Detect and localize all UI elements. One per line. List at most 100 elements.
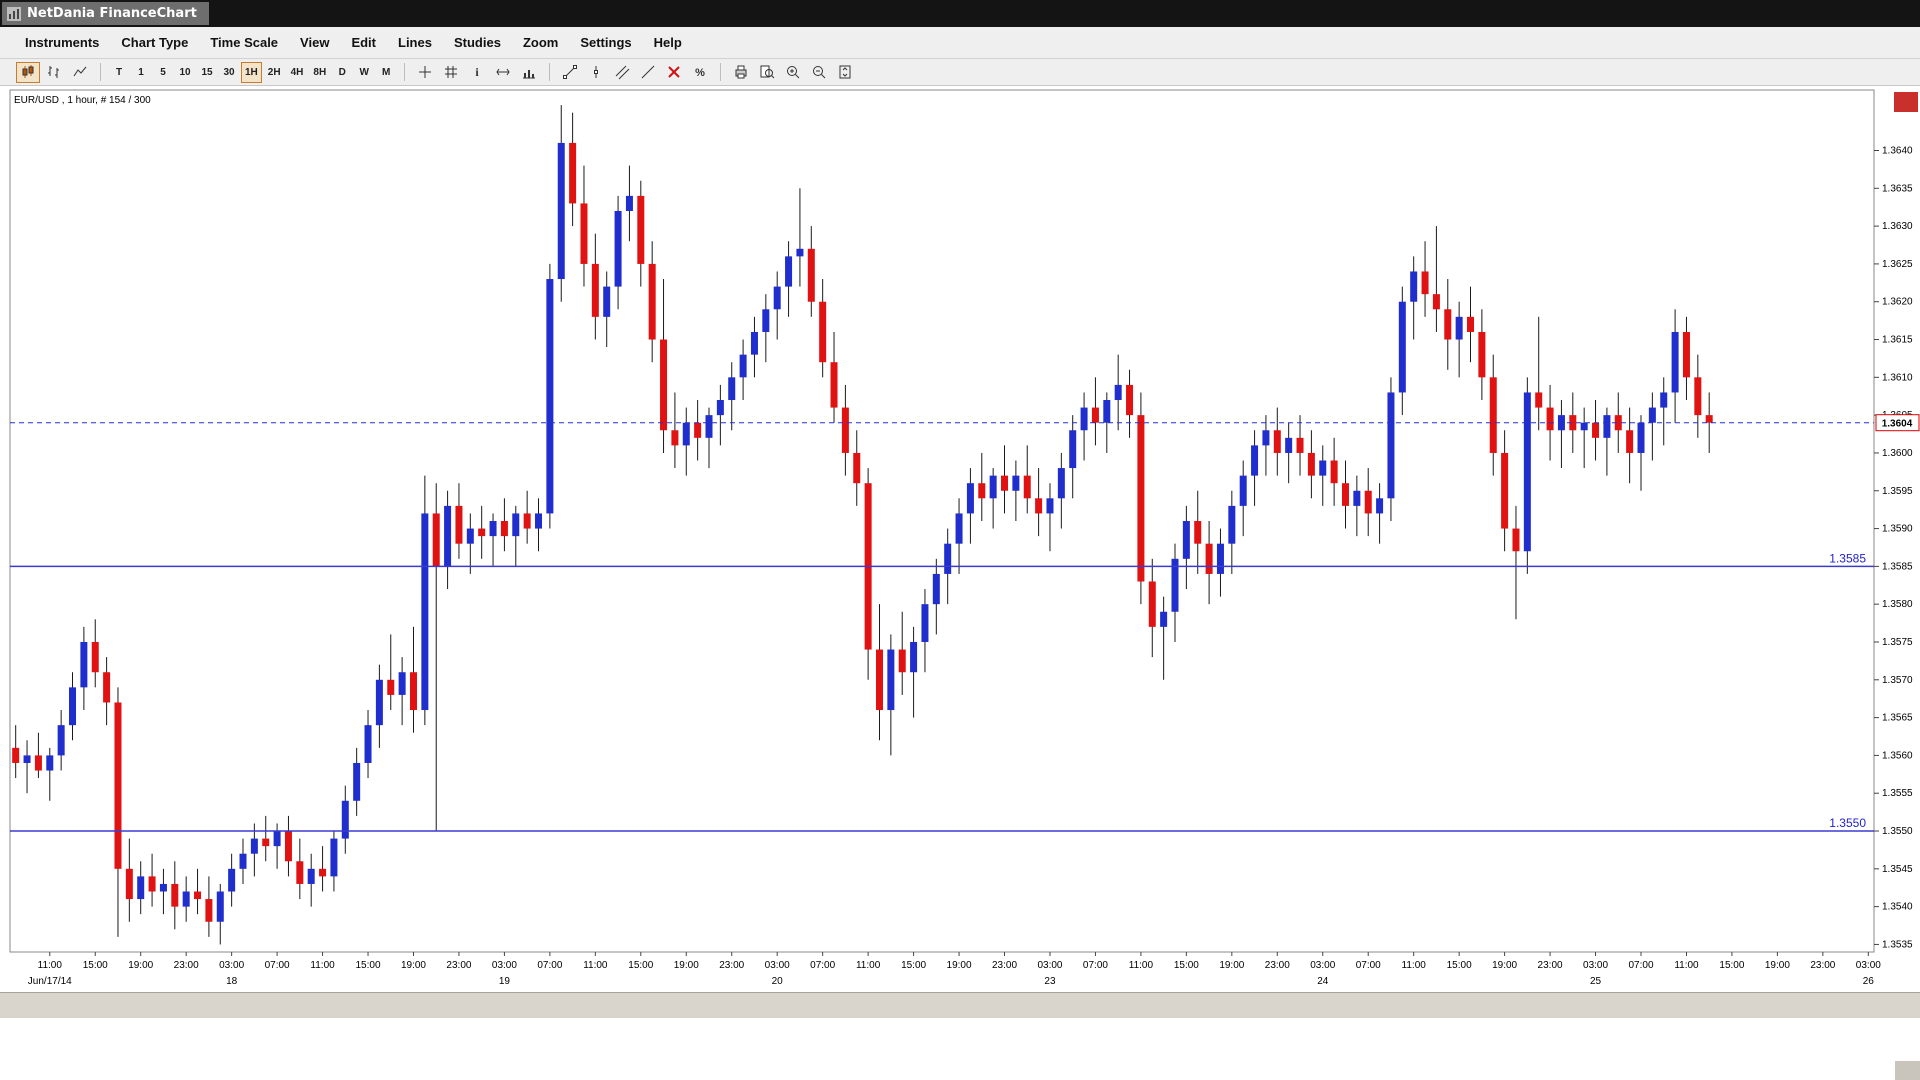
vertical-scrollbar-thumb[interactable]	[1894, 92, 1918, 112]
candle	[319, 846, 327, 892]
candle	[1364, 468, 1372, 537]
current-price-marker: 1.3604	[1875, 414, 1920, 432]
print-preview-button[interactable]	[755, 62, 779, 83]
menu-item-instruments[interactable]: Instruments	[25, 35, 100, 50]
candle	[307, 853, 315, 907]
timescale-10m-button[interactable]: 10	[175, 62, 195, 83]
candle	[1626, 407, 1634, 484]
candle	[57, 710, 65, 771]
menu-item-studies[interactable]: Studies	[453, 35, 501, 50]
candle	[1455, 301, 1463, 378]
x-axis-time-label: 15:00	[83, 960, 108, 971]
candle	[103, 657, 111, 726]
timescale-2h-button[interactable]: 2H	[264, 62, 285, 83]
candle	[705, 407, 713, 469]
menu-item-chart-type[interactable]: Chart Type	[121, 35, 189, 50]
candle	[1705, 392, 1713, 453]
x-axis-time-label: 23:00	[1538, 960, 1563, 971]
x-axis-date-label: 23	[1044, 976, 1056, 987]
horizontal-scrollbar[interactable]	[0, 992, 1920, 1018]
x-axis-time-label: 15:00	[1174, 960, 1199, 971]
info-button[interactable]: i	[465, 62, 489, 83]
candle	[1307, 430, 1315, 499]
bars-icon	[46, 64, 62, 80]
y-axis-label: 1.3580	[1882, 599, 1913, 610]
candle	[1614, 392, 1622, 453]
y-axis-label: 1.3585	[1882, 561, 1913, 572]
volume-icon	[521, 64, 537, 80]
candle	[1603, 407, 1611, 476]
x-axis-time-label: 23:00	[719, 960, 744, 971]
menu-item-lines[interactable]: Lines	[398, 35, 432, 50]
print-button[interactable]	[729, 62, 753, 83]
menu-item-help[interactable]: Help	[653, 35, 682, 50]
delete-drawings-button[interactable]	[662, 62, 686, 83]
candle	[478, 505, 486, 559]
timescale-tick-button[interactable]: T	[109, 62, 129, 83]
grid-button[interactable]	[439, 62, 463, 83]
candle	[1046, 483, 1054, 552]
x-axis-time-label: 07:00	[1356, 960, 1381, 971]
timescale-day-button[interactable]: D	[332, 62, 352, 83]
x-axis-time-label: 07:00	[1628, 960, 1653, 971]
candle	[330, 831, 338, 892]
candle	[1660, 377, 1668, 446]
price-chart[interactable]: 1.35851.35501.36401.36351.36301.36251.36…	[0, 86, 1920, 992]
menu-item-settings[interactable]: Settings	[580, 35, 632, 50]
trendline-button[interactable]	[558, 62, 582, 83]
volume-button[interactable]	[517, 62, 541, 83]
menu-item-edit[interactable]: Edit	[351, 35, 376, 50]
current-price-label: 1.3604	[1882, 419, 1913, 430]
candle	[1682, 316, 1690, 401]
trendline-icon	[562, 64, 578, 80]
timescale-30m-button[interactable]: 30	[219, 62, 239, 83]
timescale-5m-button[interactable]: 5	[153, 62, 173, 83]
timescale-8h-button[interactable]: 8H	[309, 62, 330, 83]
zoom-in-button[interactable]	[781, 62, 805, 83]
candle	[1069, 415, 1077, 499]
timescale-15m-button[interactable]: 15	[197, 62, 217, 83]
channel-button[interactable]	[610, 62, 634, 83]
zoom-out-button[interactable]	[807, 62, 831, 83]
timescale-week-button[interactable]: W	[354, 62, 374, 83]
deletex-icon	[666, 64, 682, 80]
candle	[853, 430, 861, 506]
candle	[910, 626, 918, 718]
ray-button[interactable]	[636, 62, 660, 83]
line-chart-button[interactable]	[68, 62, 92, 83]
y-axis-scale-button[interactable]	[833, 62, 857, 83]
plot-area[interactable]	[9, 89, 1875, 953]
app-icon	[7, 6, 21, 21]
candle	[284, 815, 292, 877]
vertical-line-button[interactable]	[584, 62, 608, 83]
candle	[216, 883, 224, 945]
expand-horizontal-button[interactable]	[491, 62, 515, 83]
candle	[569, 112, 577, 227]
crosshair-button[interactable]	[413, 62, 437, 83]
title-bar[interactable]: NetDania FinanceChart	[0, 0, 1920, 27]
timescale-month-button[interactable]: M	[376, 62, 396, 83]
candle	[694, 400, 702, 461]
menu-item-time-scale[interactable]: Time Scale	[210, 35, 279, 50]
menu-item-zoom[interactable]: Zoom	[522, 35, 559, 50]
timescale-4h-button[interactable]: 4H	[287, 62, 308, 83]
candle	[830, 331, 838, 423]
timescale-1h-button[interactable]: 1H	[241, 61, 262, 83]
percent-scale-button[interactable]: %	[688, 62, 712, 83]
timescale-1m-button[interactable]: 1	[131, 62, 151, 83]
candle	[1330, 437, 1338, 506]
candle	[1273, 407, 1281, 476]
y-axis-label: 1.3565	[1882, 713, 1913, 724]
candle	[341, 785, 349, 854]
bar-chart-button[interactable]	[42, 62, 66, 83]
y-axis-label: 1.3560	[1882, 750, 1913, 761]
candle	[46, 747, 54, 801]
candle	[637, 180, 645, 287]
toolbar-separator	[100, 63, 101, 81]
candle	[728, 362, 736, 431]
candlestick-chart-button[interactable]	[16, 61, 40, 83]
candle	[1228, 490, 1236, 574]
menu-item-view[interactable]: View	[300, 35, 330, 50]
